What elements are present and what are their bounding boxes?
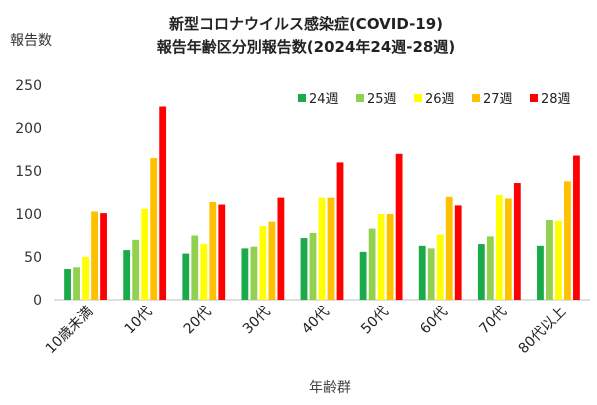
bar — [564, 181, 571, 300]
bar — [100, 213, 107, 300]
bar — [445, 196, 453, 300]
legend-swatch — [472, 94, 480, 102]
legend-label: 28週 — [541, 92, 571, 107]
bar — [368, 228, 376, 300]
legend-swatch — [356, 94, 364, 102]
category-label: 40代 — [299, 304, 333, 338]
bar — [309, 232, 317, 300]
legend-label: 24週 — [309, 92, 339, 107]
bar — [91, 211, 98, 300]
y-tick-label: 250 — [15, 78, 42, 94]
bar — [436, 234, 444, 300]
bar — [546, 220, 553, 300]
bar — [73, 267, 80, 300]
category-label: 80代以上 — [516, 304, 570, 358]
bar — [513, 183, 521, 300]
bar — [132, 239, 140, 300]
y-tick-label: 150 — [15, 164, 42, 180]
bar — [386, 214, 394, 300]
bar — [259, 226, 267, 300]
y-axis-label: 報告数 — [10, 33, 52, 49]
legend-label: 25週 — [367, 92, 397, 107]
bar — [82, 257, 89, 300]
bar — [277, 197, 285, 300]
bar — [555, 220, 562, 300]
bar — [537, 245, 544, 300]
legend-swatch — [530, 94, 538, 102]
category-label: 30代 — [240, 304, 274, 338]
category-label: 10代 — [122, 304, 156, 338]
bar — [150, 158, 158, 300]
legend-swatch — [414, 94, 422, 102]
legend: 24週 25週 26週 27週 28週 — [298, 92, 571, 107]
category-label: 10歳未満 — [43, 304, 97, 358]
bar — [250, 246, 258, 300]
chart-title-line2: 報告年齢区分別報告数(2024年24週-28週) — [157, 38, 455, 56]
category-labels: 10歳未満 10代 20代 30代 40代 50代 60代 70代 80代以上 — [43, 304, 570, 358]
bar — [300, 238, 308, 300]
y-tick-label: 200 — [15, 121, 42, 137]
bar — [209, 201, 217, 300]
y-axis-ticks: 0 50 100 150 200 250 — [15, 78, 42, 309]
bar — [495, 195, 503, 300]
bar — [504, 198, 512, 300]
bar — [159, 106, 167, 300]
x-axis-label: 年齢群 — [309, 380, 351, 396]
category-label: 20代 — [181, 304, 215, 338]
bar — [241, 248, 249, 300]
bar — [64, 269, 71, 300]
bar — [268, 221, 276, 300]
bar — [318, 197, 326, 300]
bar — [377, 214, 385, 300]
legend-label: 27週 — [483, 92, 513, 107]
bar — [477, 244, 485, 300]
bar — [141, 208, 149, 300]
y-tick-label: 0 — [33, 293, 42, 309]
category-label: 50代 — [358, 304, 392, 338]
bar — [454, 205, 462, 300]
bar — [200, 244, 208, 300]
y-tick-label: 100 — [15, 207, 42, 223]
legend-label: 26週 — [425, 92, 455, 107]
bar — [359, 251, 367, 300]
legend-swatch — [298, 94, 306, 102]
chart-title-line1: 新型コロナウイルス感染症(COVID-19) — [169, 15, 443, 33]
bar — [327, 197, 335, 300]
bar — [427, 248, 435, 300]
bar — [182, 253, 190, 300]
bar — [218, 204, 226, 300]
category-label: 60代 — [417, 304, 451, 338]
bar — [418, 245, 426, 300]
bar — [123, 250, 131, 300]
bar — [395, 153, 403, 300]
bar — [191, 235, 199, 300]
bars — [64, 106, 580, 300]
bar — [573, 155, 580, 300]
y-tick-label: 50 — [24, 250, 42, 266]
bar — [486, 236, 494, 300]
bar — [336, 162, 344, 300]
category-label: 70代 — [476, 304, 510, 338]
